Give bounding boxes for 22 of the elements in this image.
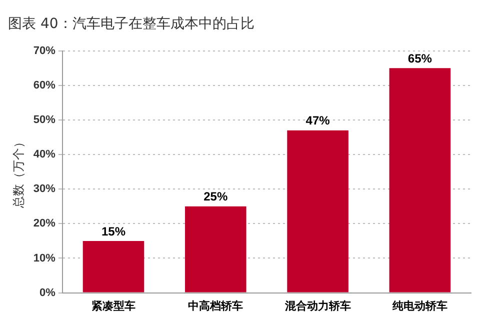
x-tick-label: 紧凑型车 (91, 299, 136, 312)
y-tick-label: 0% (40, 286, 56, 299)
y-tick-label: 30% (33, 183, 56, 196)
data-label: 25% (204, 190, 228, 204)
y-tick-label: 50% (33, 114, 56, 126)
y-tick-label: 60% (33, 79, 56, 92)
x-tick-label: 纯电动轿车 (391, 299, 448, 312)
bar (82, 240, 144, 292)
y-tick-label: 70% (33, 44, 56, 57)
y-tick-label: 40% (33, 148, 56, 161)
bar (287, 130, 348, 292)
data-label: 47% (306, 114, 330, 128)
data-label: 65% (408, 51, 432, 66)
x-tick-label: 混合动力轿车 (284, 299, 351, 312)
x-tick-label: 中高档轿车 (188, 299, 244, 312)
data-label: 15% (101, 224, 126, 238)
bar (389, 68, 451, 292)
y-tick-label: 10% (33, 252, 56, 264)
y-axis-title: 总数（万个） (11, 136, 26, 209)
y-tick-label: 20% (33, 218, 56, 230)
chart-title: 图表 40：汽车电子在整车成本中的占比 (8, 16, 254, 32)
bar (184, 206, 246, 292)
